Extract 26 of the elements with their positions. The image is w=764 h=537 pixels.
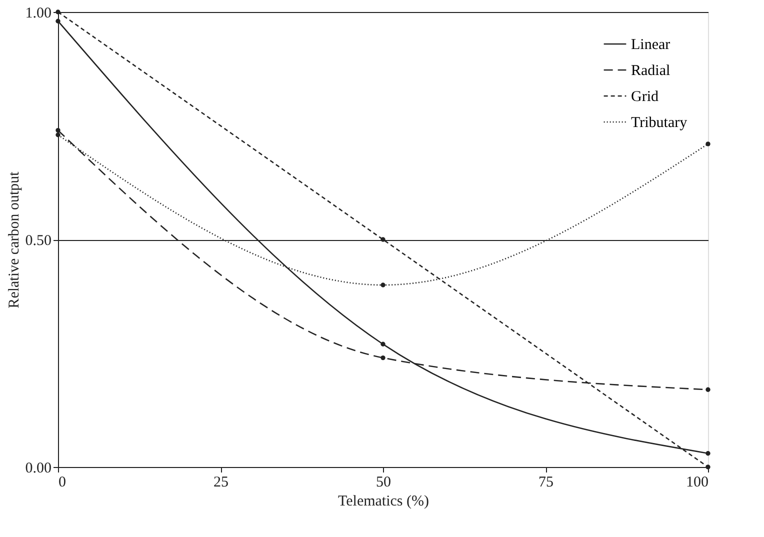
y-axis-title: Relative carbon output: [6, 170, 22, 308]
point: [380, 282, 386, 288]
legend-label: Tributary: [631, 115, 688, 131]
point: [56, 128, 60, 133]
point: [56, 18, 60, 24]
y-tick-label: 1.00: [25, 6, 52, 22]
point: [706, 464, 710, 470]
point: [56, 10, 60, 14]
point: [380, 237, 386, 242]
point: [706, 387, 710, 392]
point: [706, 142, 710, 146]
x-tick-label: 100: [686, 474, 708, 490]
x-tick-label: 0: [58, 474, 66, 490]
legend-label: Grid: [631, 89, 659, 105]
legend-label: Radial: [631, 63, 670, 79]
point: [380, 355, 386, 360]
point: [56, 132, 60, 138]
legend-label: Linear: [631, 37, 670, 53]
x-tick-label: 25: [214, 474, 228, 490]
y-tick-label: 0.50: [25, 233, 52, 249]
x-tick-label: 50: [376, 474, 391, 490]
x-axis-title: Telematics (%): [338, 494, 429, 510]
point: [706, 451, 710, 456]
y-tick-label: 0.00: [25, 460, 52, 476]
point: [380, 342, 386, 346]
x-tick-label: 75: [538, 474, 554, 490]
